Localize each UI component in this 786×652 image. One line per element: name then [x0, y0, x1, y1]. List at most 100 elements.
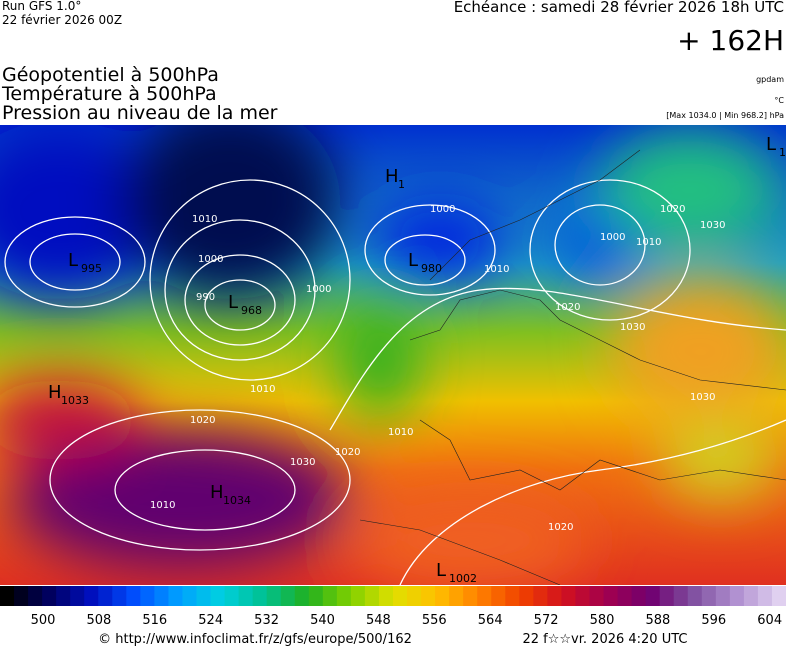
- colorbar-swatch: [294, 586, 310, 606]
- colorbar-swatch: [659, 586, 675, 606]
- center-value: 1002: [449, 572, 477, 585]
- colorbar-label: 524: [198, 613, 223, 628]
- center-letter: L: [766, 134, 776, 155]
- title: Température à 500hPa: [1, 83, 217, 105]
- timestamp: 22 f☆☆vr. 2026 4:20 UTC: [523, 632, 688, 647]
- colorbar-swatch: [421, 586, 436, 606]
- colorbar-swatch: [266, 586, 282, 606]
- isobar-label: 1020: [555, 302, 580, 313]
- isobar-label: 1000: [198, 254, 223, 265]
- center-value: 1: [779, 146, 786, 159]
- colorbar-swatch: [463, 586, 478, 606]
- isobar-label: 1030: [290, 457, 315, 468]
- colorbar-swatch: [322, 586, 338, 606]
- colorbar-swatch: [280, 586, 296, 606]
- isobar-label: 1030: [690, 392, 715, 403]
- colorbar-label: 580: [590, 613, 615, 628]
- colorbar-swatch: [519, 586, 534, 606]
- colorbar-label: 508: [86, 613, 111, 628]
- isobar-label: 1000: [600, 232, 625, 243]
- colorbar-swatch: [336, 586, 352, 606]
- colorbar-swatch: [126, 586, 141, 606]
- isobar-label: 1010: [250, 384, 275, 395]
- colorbar-swatch: [182, 586, 197, 606]
- isobar-label: 990: [196, 292, 215, 303]
- isobar-label: 1020: [548, 522, 573, 533]
- colorbar-swatch: [140, 586, 155, 606]
- colorbar-swatch: [14, 586, 29, 606]
- colorbar-swatch: [561, 586, 576, 606]
- colorbar-label: 556: [422, 613, 447, 628]
- colorbar-swatch: [84, 586, 99, 606]
- center-value: 1033: [61, 394, 89, 407]
- colorbar-swatch: [28, 586, 43, 606]
- center-letter: L: [408, 250, 418, 271]
- unit: [Max 1034.0 | Min 968.2] hPa: [666, 111, 784, 120]
- isobar-label: 1020: [335, 447, 360, 458]
- colorbar-swatch: [589, 586, 605, 606]
- colorbar-swatch: [224, 586, 240, 606]
- colorbar-swatch: [617, 586, 633, 606]
- colorbar-swatch: [210, 586, 226, 606]
- colorbar-swatch: [70, 586, 85, 606]
- lead-time: + 162H: [677, 24, 784, 57]
- colorbar-swatch: [729, 586, 745, 606]
- isobar-label: 1020: [190, 415, 215, 426]
- center-value: 980: [421, 262, 442, 275]
- colorbar-label: 604: [757, 613, 782, 628]
- colorbar-swatch: [533, 586, 548, 606]
- colorbar-swatch: [449, 586, 464, 606]
- colorbar-swatch: [603, 586, 619, 606]
- isobar-label: 1010: [636, 237, 661, 248]
- colorbar-swatch: [364, 586, 380, 606]
- isobar-label: 1010: [150, 500, 175, 511]
- isobar-label: 1030: [620, 322, 645, 333]
- colorbar-swatch: [196, 586, 212, 606]
- colorbar-swatch: [645, 586, 661, 606]
- colorbar-swatch: [98, 586, 113, 606]
- colorbar-label: 500: [31, 613, 56, 628]
- colorbar-swatch: [477, 586, 492, 606]
- colorbar-swatch: [771, 586, 786, 606]
- center-value: 1034: [223, 494, 251, 507]
- colorbar-swatch: [42, 586, 57, 606]
- colorbar-label: 572: [534, 613, 559, 628]
- colorbar-swatch: [350, 586, 366, 606]
- colorbar-swatch: [701, 586, 717, 606]
- isobar-label: 1010: [484, 264, 509, 275]
- colorbar-label: 548: [366, 613, 391, 628]
- colorbar-swatch: [743, 586, 759, 606]
- colorbar-label: 588: [645, 613, 670, 628]
- colorbar-swatch: [308, 586, 324, 606]
- isobar-label: 1010: [388, 427, 413, 438]
- center-letter: H: [385, 166, 399, 187]
- colorbar-swatch: [575, 586, 590, 606]
- colorbar-swatch: [631, 586, 647, 606]
- center-value: 968: [241, 304, 262, 317]
- colorbar-swatch: [435, 586, 450, 606]
- colorbar-swatch: [238, 586, 254, 606]
- unit: °C: [774, 96, 784, 105]
- colorbar-label: 540: [310, 613, 335, 628]
- colorbar-swatch: [168, 586, 183, 606]
- colorbar-swatch: [757, 586, 773, 606]
- isobar-label: 1000: [430, 204, 455, 215]
- colorbar-swatch: [673, 586, 689, 606]
- colorbar-swatch: [407, 586, 422, 606]
- colorbar-label: 596: [701, 613, 726, 628]
- colorbar-swatch: [687, 586, 703, 606]
- run-date: 22 février 2026 00Z: [2, 13, 122, 27]
- colorbar-swatch: [56, 586, 71, 606]
- isobar-label: 1000: [306, 284, 331, 295]
- colorbar-swatch: [154, 586, 169, 606]
- source-url: © http://www.infoclimat.fr/z/gfs/europe/…: [98, 632, 412, 647]
- center-value: 1: [398, 178, 405, 191]
- colorbar-label: 516: [142, 613, 167, 628]
- colorbar-swatch: [393, 586, 408, 606]
- center-value: 995: [81, 262, 102, 275]
- colorbar-swatch: [491, 586, 506, 606]
- title: Géopotentiel à 500hPa: [2, 64, 219, 86]
- colorbar-swatch: [378, 586, 394, 606]
